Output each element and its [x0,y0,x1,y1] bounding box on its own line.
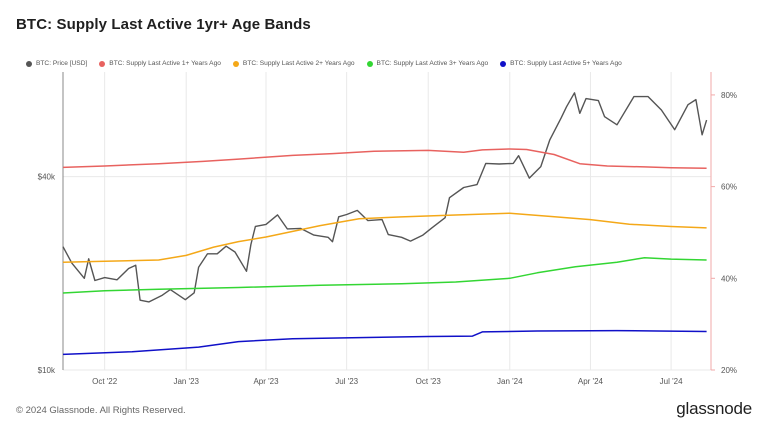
legend-item-1y[interactable]: BTC: Supply Last Active 1+ Years Ago [99,60,221,67]
x-tick-label: Oct '22 [92,377,118,386]
legend-item-2y[interactable]: BTC: Supply Last Active 2+ Years Ago [232,60,355,67]
series-line-y3 [62,256,707,294]
y-right-tick-label: 60% [721,183,737,192]
legend-dot-icon [366,60,373,67]
series-line-y5 [62,329,707,356]
y-right-tick-label: 80% [721,91,737,100]
legend-item-price[interactable]: BTC: Price [USD] [26,60,87,67]
x-tick-label: Apr '24 [578,377,604,386]
chart-legend: BTC: Price [USD] BTC: Supply Last Active… [26,60,622,67]
series-line-y2 [62,212,707,264]
x-tick-label: Jan '23 [173,377,199,386]
series-line-y1 [62,148,707,170]
legend-label: BTC: Price [USD] [36,60,88,67]
legend-dot-icon [99,60,106,67]
x-tick-label: Oct '23 [416,377,442,386]
legend-dot-icon [500,60,507,67]
legend-dot-icon [232,60,239,67]
y-left-tick-label: $40k [38,173,56,182]
copyright-text: © 2024 Glassnode. All Rights Reserved. [16,405,186,416]
legend-label: BTC: Supply Last Active 2+ Years Ago [242,60,355,67]
x-tick-label: Jan '24 [497,377,523,386]
legend-item-5y[interactable]: BTC: Supply Last Active 5+ Years Ago [500,60,622,67]
legend-item-3y[interactable]: BTC: Supply Last Active 3+ Years Ago [366,60,489,67]
y-right-tick-label: 20% [721,366,737,375]
x-tick-label: Jul '24 [660,377,683,386]
series-line-price [62,92,708,303]
legend-label: BTC: Supply Last Active 1+ Years Ago [109,60,221,67]
x-tick-label: Apr '23 [253,377,279,386]
legend-dot-icon [26,60,32,67]
y-left-tick-label: $10k [38,366,56,375]
y-right-tick-label: 40% [721,274,737,283]
glassnode-logo: glassnode [676,399,752,418]
legend-label: BTC: Supply Last Active 5+ Years Ago [510,60,622,67]
x-tick-label: Jul '23 [335,377,358,386]
legend-label: BTC: Supply Last Active 3+ Years Ago [376,60,489,67]
page-title: BTC: Supply Last Active 1yr+ Age Bands [16,16,311,33]
